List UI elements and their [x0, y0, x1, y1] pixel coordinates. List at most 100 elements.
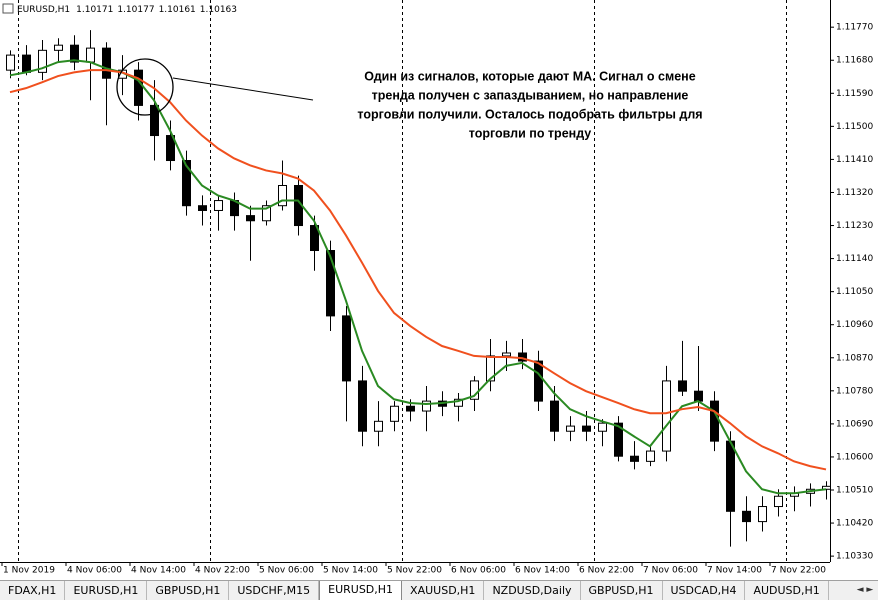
x-tick-label: 6 Nov 06:00 — [451, 566, 506, 576]
candle-body — [390, 405, 399, 422]
candle-body — [710, 400, 719, 442]
chart-tab[interactable]: FDAX,H1 — [0, 581, 66, 600]
y-tick-label: 1.11050 — [836, 287, 873, 297]
x-tick-label: 4 Nov 06:00 — [67, 566, 122, 576]
header-icon — [2, 3, 14, 14]
x-tick-label: 5 Nov 06:00 — [259, 566, 314, 576]
candle-body — [246, 215, 255, 222]
moving-average — [9, 69, 827, 471]
y-tick-label: 1.11230 — [836, 221, 873, 231]
candle-body — [134, 69, 143, 106]
candle-body — [102, 47, 111, 79]
candle-body — [822, 485, 831, 490]
header-high: 1.10177 — [117, 5, 154, 15]
candle-body — [6, 54, 15, 71]
candle-body — [166, 135, 175, 162]
candle-body — [22, 54, 31, 73]
candle-body — [342, 315, 351, 382]
candle-body — [150, 104, 159, 137]
candle-body — [182, 160, 191, 207]
candle-body — [486, 355, 495, 382]
chart-tab[interactable]: NZDUSD,Daily — [484, 581, 581, 600]
candle-body — [406, 405, 415, 412]
candle-body — [646, 450, 655, 462]
y-tick-label: 1.10600 — [836, 452, 873, 462]
candle-body — [598, 422, 607, 432]
symbol: EURUSD,H1 — [17, 5, 70, 15]
x-tick-label: 7 Nov 06:00 — [643, 566, 698, 576]
y-tick-label: 1.10870 — [836, 353, 873, 363]
candle-body — [310, 225, 319, 252]
header-open: 1.10171 — [76, 5, 113, 15]
candle-body — [70, 44, 79, 63]
candle-body — [38, 49, 47, 73]
candle-body — [630, 455, 639, 462]
annotation-line: тренда получен с запаздыванием, но напра… — [372, 88, 689, 102]
y-tick-label: 1.10330 — [836, 552, 873, 562]
candle-body — [422, 400, 431, 412]
y-tick-label: 1.10960 — [836, 320, 873, 330]
candle-body — [550, 400, 559, 432]
moving-average — [9, 59, 827, 495]
chart-tab[interactable]: EURUSD,H1 — [65, 581, 148, 600]
candle-body — [582, 425, 591, 432]
y-tick-label: 1.11410 — [836, 155, 873, 165]
candle-body — [326, 250, 335, 317]
tab-bar: FDAX,H1 EURUSD,H1 GBPUSD,H1 USDCHF,M15 EURUS… — [0, 580, 878, 600]
day-separators — [18, 0, 787, 562]
y-tick-label: 1.11770 — [836, 23, 873, 33]
y-tick-label: 1.10510 — [836, 486, 873, 496]
candle-body — [694, 390, 703, 402]
chart-tab[interactable]: USDCAD,H4 — [663, 581, 746, 600]
candle-body — [742, 510, 751, 523]
candle-body — [502, 352, 511, 357]
candle-body — [726, 440, 735, 512]
annotation-line: Один из сигналов, которые дают МА. Сигна… — [364, 69, 695, 83]
candle-body — [566, 425, 575, 432]
header-low: 1.10161 — [159, 5, 196, 15]
annotation-line: торговли по тренду — [469, 126, 592, 140]
y-tick-label: 1.11680 — [836, 56, 873, 66]
x-tick-label: 7 Nov 22:00 — [771, 566, 826, 576]
annotation-pointer — [172, 77, 314, 101]
y-tick-label: 1.11140 — [836, 254, 873, 264]
x-tick-label: 5 Nov 14:00 — [323, 566, 378, 576]
x-tick-label: 4 Nov 22:00 — [195, 566, 250, 576]
chart-tab[interactable]: USDCHF,M15 — [229, 581, 320, 600]
chart-header: EURUSD,H1 1.10171 1.10177 1.10161 1.10163 — [17, 5, 237, 15]
chart-tab[interactable]: AUDUSD,H1 — [745, 581, 829, 600]
header-close: 1.10163 — [200, 5, 237, 15]
y-tick-label: 1.11320 — [836, 188, 873, 198]
signal-circle — [116, 58, 174, 116]
candle-body — [278, 184, 287, 207]
x-tick-label: 4 Nov 14:00 — [131, 566, 186, 576]
candle-body — [358, 380, 367, 432]
x-tick-label: 5 Nov 22:00 — [387, 566, 442, 576]
chart-tab[interactable]: GBPUSD,H1 — [581, 581, 663, 600]
x-tick-label: 6 Nov 22:00 — [579, 566, 634, 576]
candle-body — [374, 420, 383, 432]
candle-body — [534, 360, 543, 402]
y-tick-label: 1.11500 — [836, 122, 873, 132]
chart-tab[interactable]: XAUUSD,H1 — [402, 581, 485, 600]
y-tick-label: 1.11590 — [836, 89, 873, 99]
candle-body — [54, 44, 63, 51]
candle-body — [214, 200, 223, 211]
candle-body — [198, 205, 207, 211]
chart-tab[interactable]: EURUSD,H1 — [319, 581, 403, 600]
candle-body — [262, 205, 271, 222]
candle-body — [678, 380, 687, 392]
candle-body — [86, 47, 95, 63]
tab-scroll[interactable]: ◄ ► — [852, 581, 878, 600]
candle-body — [662, 380, 671, 452]
candle-body — [774, 495, 783, 508]
x-tick-label: 1 Nov 2019 — [3, 566, 55, 576]
y-tick-label: 1.10690 — [836, 419, 873, 429]
chart-tab[interactable]: GBPUSD,H1 — [147, 581, 230, 600]
y-tick-label: 1.10780 — [836, 386, 873, 396]
candle-body — [758, 506, 767, 523]
y-tick-label: 1.10420 — [836, 519, 873, 529]
candle-body — [614, 422, 623, 457]
annotation-line: торговли получили. Осталось подобрать фи… — [357, 107, 702, 121]
